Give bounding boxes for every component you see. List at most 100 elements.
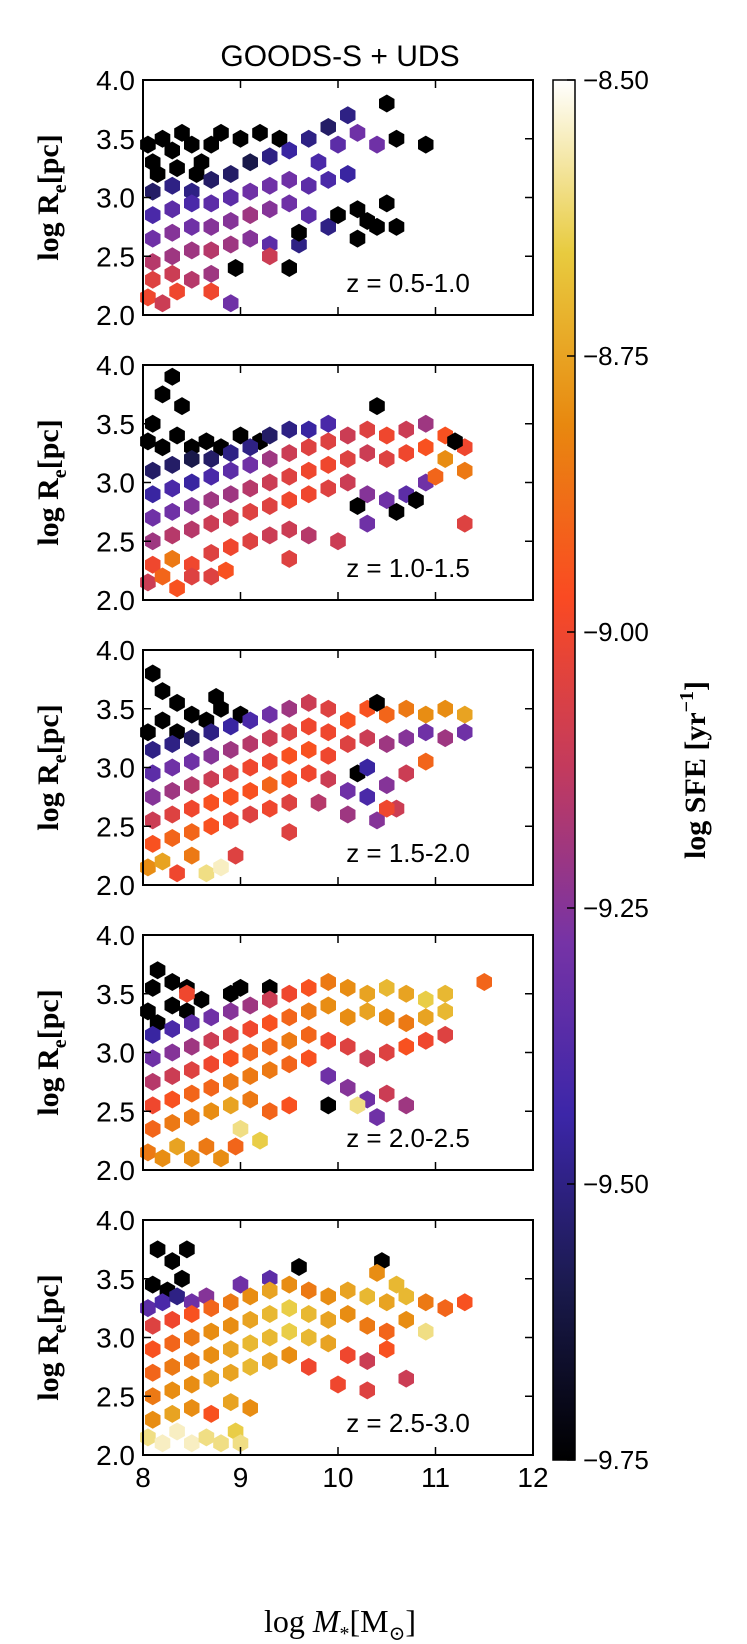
panel-redshift-label: z = 1.0-1.5 <box>346 553 470 583</box>
hexbin-cell <box>320 1096 336 1115</box>
hexbin-cell <box>203 1369 219 1388</box>
colorbar-tick-label: −8.75 <box>583 341 649 371</box>
hexbin-cell <box>301 526 317 545</box>
hexbin-cell <box>203 1055 219 1074</box>
hexbin-cell <box>457 1293 473 1312</box>
hexbin-cell <box>145 270 161 289</box>
hexbin-cell <box>232 426 249 445</box>
hexbin-cell <box>184 1352 200 1370</box>
hexbin-cell <box>281 793 297 812</box>
hexbin-cell <box>184 520 200 539</box>
hexbin-cell <box>320 479 336 498</box>
hexbin-cell <box>242 206 258 225</box>
hexbin-cell <box>227 846 244 865</box>
hexbin-cell <box>340 978 356 997</box>
hexbin-cell <box>418 705 434 724</box>
hexbin-cell <box>203 723 219 742</box>
hexbin-cell <box>203 1008 219 1027</box>
hexbin-cell <box>281 1031 297 1050</box>
y-tick-label: 3.5 <box>96 694 135 725</box>
hexbin-cell <box>232 1434 249 1453</box>
hexbin-cell <box>379 705 395 724</box>
hexbin-cell <box>476 973 492 991</box>
hexbin-cell <box>184 1108 200 1127</box>
hexbin-cell <box>193 990 210 1009</box>
hexbin-cell <box>281 420 297 439</box>
hexbin-cell <box>301 176 317 195</box>
hexbin-cell <box>154 1434 171 1453</box>
hexbin-cell <box>184 752 200 771</box>
hexbin-cell <box>184 182 200 201</box>
hexbin-cell <box>145 787 161 806</box>
hexbin-cell <box>184 823 200 842</box>
hexbin-cell <box>223 508 239 527</box>
hexbin-cell <box>169 1287 185 1306</box>
hexbin-cell <box>262 235 278 254</box>
hexbin-cell <box>330 135 346 154</box>
hexbin-cell <box>418 1008 434 1027</box>
hexbin-cell <box>242 153 258 172</box>
panel-background <box>143 1220 533 1455</box>
hexbin-cell <box>359 444 375 463</box>
chart-title: GOODS-S + UDS <box>220 40 459 73</box>
hexbin-cell <box>208 688 224 706</box>
y-tick-label: 3.5 <box>96 409 135 440</box>
hexbin-cell <box>145 1025 161 1044</box>
x-tick-label: 11 <box>421 1462 450 1493</box>
hexbin-cell <box>169 282 185 301</box>
hexbin-cell <box>379 426 395 445</box>
hexbin-cell <box>223 1025 239 1044</box>
y-axis-label: log Re[pc] <box>32 419 71 545</box>
hexbin-cell <box>223 1363 239 1382</box>
hexbin-cell <box>281 194 297 213</box>
hexbin-cell <box>359 1049 375 1068</box>
hexbin-cell <box>252 1131 268 1150</box>
hexbin-cell <box>242 1020 258 1038</box>
hexbin-cell <box>262 1269 278 1288</box>
hexbin-cell <box>164 1020 180 1038</box>
hexbin-cell <box>359 758 375 777</box>
hexbin-cell <box>291 223 307 242</box>
hexbin-cell <box>320 1334 336 1353</box>
hexbin-cell <box>340 1281 356 1300</box>
hexbin-cell <box>310 793 327 812</box>
y-tick-label: 2.5 <box>96 241 135 272</box>
hexbin-cell <box>340 426 356 445</box>
hexbin-cell <box>184 1014 200 1033</box>
hexbin-cell <box>184 846 200 865</box>
hexbin-cell <box>320 1287 336 1306</box>
hexbin-cell <box>203 135 219 154</box>
y-tick-label: 2.5 <box>96 1381 135 1412</box>
hexbin-cell <box>301 461 317 480</box>
hexbin-cell <box>320 118 336 136</box>
hexbin-cell <box>198 432 215 451</box>
hexbin-cell <box>184 1084 200 1103</box>
hexbin-cell <box>242 1090 258 1109</box>
hexbin-cell <box>223 294 239 313</box>
hexbin-cell <box>164 502 180 521</box>
hexbin-cell <box>164 1043 180 1062</box>
panel-2: 2.0 2.5 3.0 3.5 4.0 z = 1.0-1.5 log Re[pc] <box>32 350 534 616</box>
hexbin-cell <box>154 294 171 313</box>
hexbin-cell <box>223 811 239 830</box>
hexbin-cell <box>223 461 239 480</box>
hexbin-cell <box>218 561 234 580</box>
colorbar-tick-label: −8.50 <box>583 65 649 95</box>
hexbin-cell <box>242 1334 258 1353</box>
hexbin-cell <box>213 1149 229 1168</box>
hexbin-cell <box>164 176 180 195</box>
hexbin-cell <box>179 1240 195 1259</box>
hexbin-cell <box>242 805 258 824</box>
hexbin-cell <box>164 996 180 1015</box>
hexbin-cell <box>418 1031 434 1050</box>
hexbin-cell <box>154 129 171 148</box>
hexbin-cell <box>213 123 229 142</box>
hexbin-cell <box>203 1322 219 1341</box>
hexbin-cell <box>398 1310 414 1329</box>
hexbin-cell <box>281 1275 297 1294</box>
hexbin-cell <box>242 1043 258 1062</box>
hexbin-cell <box>198 864 215 883</box>
hexbin-cell <box>184 1293 200 1312</box>
hexbin-cell <box>320 455 336 474</box>
hexbin-cell <box>359 1352 375 1370</box>
